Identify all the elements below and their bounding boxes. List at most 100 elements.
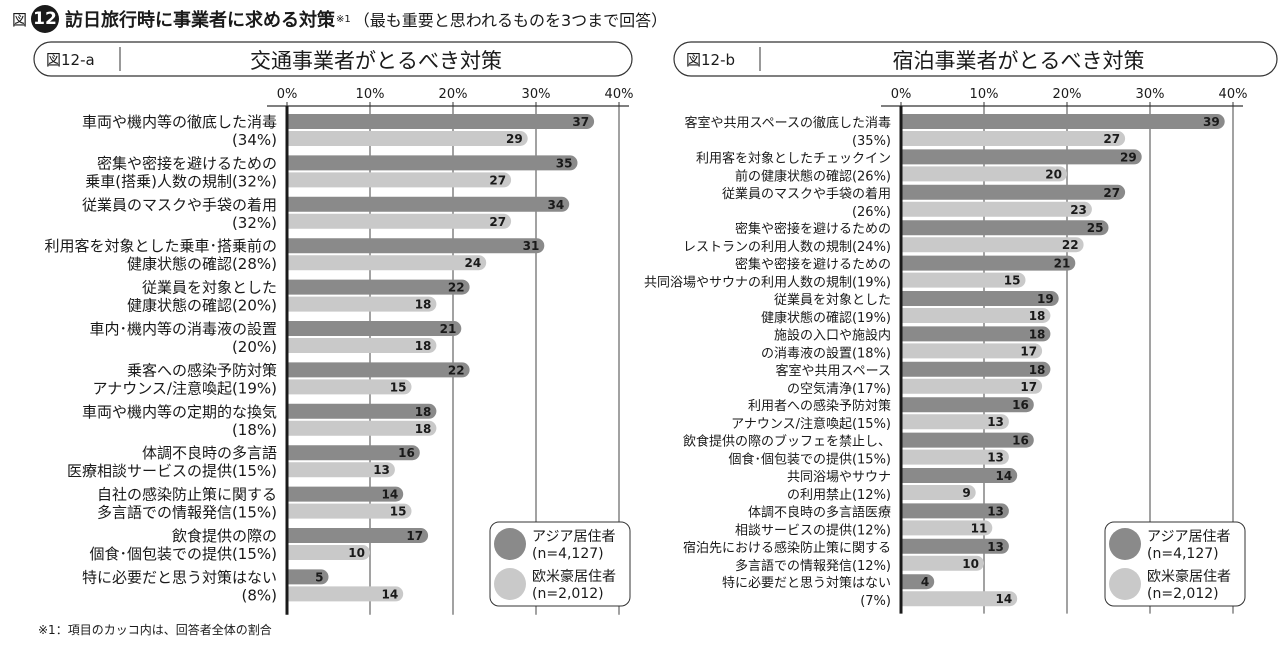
category-label: アナウンス/注意喚起(19%) [93,379,278,397]
bar [901,255,1076,271]
category-label: レストランの利用人数の規制(24%) [683,240,891,255]
figure-title: 図 12 訪日旅行時に事業者に求める対策 ※1 （最も重要と思われるものを3つま… [12,4,667,34]
category-label: 利用客を対象としたチェックイン [696,150,891,166]
bar [287,155,578,171]
category-label: 乗客への感染予防対策 [127,361,277,379]
bar [901,272,1026,288]
bar-value-label: 4 [921,575,929,589]
figure-title-mark: ※1 [336,13,351,25]
bar-value-label: 14 [995,592,1012,606]
bar-value-label: 14 [381,587,398,601]
category-label: (26%) [852,205,891,220]
bar-value-label: 16 [1012,398,1029,412]
bar-value-label: 19 [1037,292,1054,306]
bar-value-label: 16 [398,446,415,460]
bar [901,520,993,536]
bar-value-label: 27 [489,173,506,187]
bar-value-label: 34 [547,198,564,212]
bar-value-label: 17 [1020,380,1037,394]
bar [901,538,1009,554]
bar-value-label: 29 [1120,150,1137,164]
bar [287,172,512,188]
bar-value-label: 9 [962,486,970,500]
bar-value-label: 17 [406,529,423,543]
x-tick-label: 0% [891,87,912,102]
bar [287,279,470,295]
bar-value-label: 27 [1103,132,1120,146]
bar-value-label: 13 [987,540,1004,554]
bar [901,414,1009,430]
category-label: 健康状態の確認(19%) [761,310,891,326]
bar [901,378,1043,394]
category-label: 飲食提供の際のブッフェを禁止し、 [683,434,891,450]
x-tick-label: 30% [522,87,551,102]
category-label: 健康状態の確認(20%) [127,297,277,315]
category-label: 施設の入口や施設内 [774,327,891,343]
category-label: 密集や密接を避けるための [735,257,891,273]
category-label: 多言語での情報発信(15%) [97,504,277,522]
bar-value-label: 13 [987,451,1004,465]
category-label: 従業員のマスクや手袋の着用 [82,196,277,214]
category-label: 共同浴場やサウナ [787,470,891,485]
category-label: 宿泊先における感染防止策に関する [683,540,891,556]
bar [901,114,1225,129]
bar [901,308,1051,323]
legend-swatch [1109,528,1141,560]
bar [287,213,512,229]
bar-value-label: 16 [1012,434,1029,448]
legend-count: (n=2,012) [1147,586,1219,602]
category-label: 健康状態の確認(28%) [127,255,277,273]
category-label: 個食･個包装での提供(15%) [728,452,891,468]
bar-value-label: 15 [1004,274,1021,288]
bar-value-label: 23 [1070,203,1087,217]
bar-value-label: 13 [373,463,390,477]
panel-label: 図12-b [686,51,735,69]
category-label: (20%) [232,338,277,356]
bar [287,379,412,395]
bar [287,321,462,336]
bar-value-label: 13 [987,415,1004,429]
bar [287,528,429,543]
category-label: 車両や機内等の徹底した消毒 [82,113,277,131]
bar-value-label: 18 [1029,363,1046,377]
category-label: 前の健康状態の確認(26%) [735,168,891,184]
category-label: (8%) [241,586,277,604]
category-label: 飲食提供の際の [172,527,277,545]
bar [287,114,595,129]
category-label: 特に必要だと思う対策はない [722,575,891,591]
bar [901,432,1034,448]
category-label: の消毒液の設置(18%) [761,345,891,361]
bar [287,131,528,146]
category-label: 体調不良時の多言語医療 [748,504,891,520]
bar [901,291,1059,306]
x-tick-label: 40% [605,87,634,102]
legend-count: (n=4,127) [1147,546,1219,562]
category-label: (18%) [232,421,277,439]
bar [901,149,1142,165]
category-label: 客室や共用スペース [776,363,891,379]
bar [287,338,437,353]
bar-value-label: 29 [506,132,523,146]
category-label: 体調不良時の多言語 [142,444,277,462]
bar-value-label: 18 [1029,327,1046,341]
category-label: の空気清浄(17%) [787,381,891,397]
legend-count: (n=2,012) [532,586,604,602]
legend-swatch [1109,568,1141,600]
bar [901,131,1126,146]
category-label: 多言語での情報発信(12%) [735,558,891,574]
category-label: 利用客を対象とした乗車･搭乗前の [44,237,277,255]
bar [901,485,976,500]
bar-value-label: 20 [1045,167,1062,181]
bar [287,586,404,602]
bar [901,555,984,571]
category-label: 利用者への感染予防対策 [748,398,891,414]
figure-prefix: 図 [12,10,28,29]
bar-value-label: 17 [1020,344,1037,358]
bar-value-label: 25 [1087,221,1104,235]
bar [901,343,1043,359]
bar-value-label: 11 [971,521,988,535]
category-label: 車両や機内等の定期的な換気 [82,403,277,421]
category-label: 密集や密接を避けるための [735,221,891,237]
bar [901,237,1084,253]
bar [901,361,1051,377]
